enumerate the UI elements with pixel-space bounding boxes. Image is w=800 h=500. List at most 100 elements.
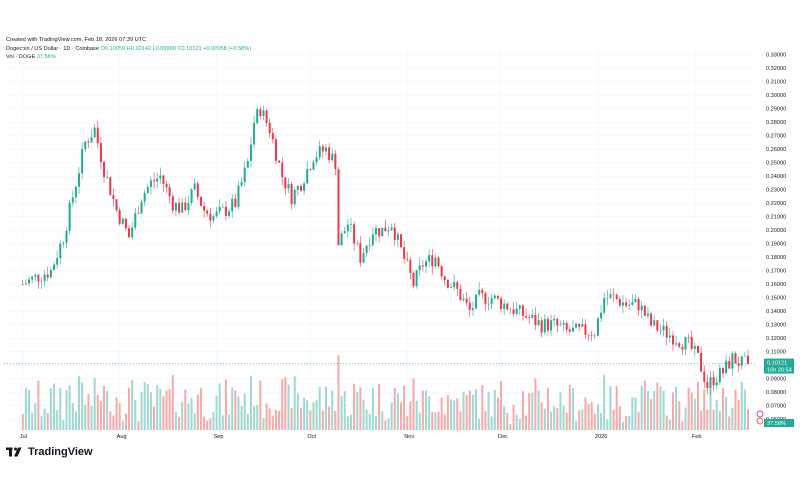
price-tick-label: 0.22000 (766, 201, 786, 207)
candle-body (600, 312, 603, 319)
volume-bar (553, 406, 556, 430)
volume-bar (518, 418, 521, 430)
candle-body (303, 183, 306, 191)
volume-bar (199, 388, 202, 430)
volume-bar (81, 382, 84, 430)
price-tick-label: 0.09000 (766, 377, 786, 383)
candle-body (540, 320, 543, 333)
volume-bar (90, 406, 93, 430)
volume-bar (309, 410, 312, 430)
event-markers[interactable] (756, 410, 764, 425)
candle-body (343, 231, 346, 234)
candle-body (31, 276, 34, 280)
volume-bar (271, 416, 274, 430)
volume-bar (231, 387, 234, 430)
volume-bar (281, 379, 284, 430)
candle-body (434, 257, 437, 267)
volume-bar (193, 413, 196, 430)
candle-body (334, 153, 337, 170)
volume-bar (321, 410, 324, 430)
candle-body (193, 183, 196, 190)
candle-body (640, 305, 643, 311)
volume-bar (274, 409, 277, 430)
candle-body (93, 127, 96, 138)
volume-bar (384, 420, 387, 430)
candle-body (221, 206, 224, 208)
volume-bar (212, 411, 215, 430)
candle-body (571, 327, 574, 332)
candle-body (209, 213, 212, 221)
volume-bar (590, 401, 593, 430)
volume-badge-value: 37.58% (767, 421, 786, 427)
volume-bar (656, 382, 659, 430)
volume-badge-bg (764, 419, 794, 427)
volume-bar (596, 403, 599, 430)
volume-bar (612, 409, 615, 430)
candle-body (118, 210, 121, 224)
candle-body (503, 303, 506, 309)
price-tick-label: 0.14000 (766, 309, 786, 315)
volume-bar (634, 397, 637, 430)
candle-body (331, 153, 334, 161)
candle-body (450, 287, 453, 288)
candle-body (731, 353, 734, 369)
candle-body (696, 345, 699, 353)
candle-body (578, 323, 581, 327)
volume-badge: 37.58% (764, 419, 794, 427)
volume-bar (143, 382, 146, 430)
candle-body (562, 322, 565, 325)
event-marker-icon (756, 417, 764, 425)
time-axis[interactable]: Jul Aug Sep Oct Nov Dec 2026 Feb (20, 434, 702, 440)
volume-bar (290, 408, 293, 430)
candle-body (621, 302, 624, 306)
candle-body (356, 242, 359, 244)
volume-bar (362, 399, 365, 430)
price-axis[interactable]: 0.33000 0.32000 0.31000 0.30000 0.29000 0.280… (766, 53, 786, 423)
candle-body (168, 187, 171, 197)
candle-body (565, 322, 568, 330)
volume-bar (593, 413, 596, 430)
candle-body (246, 160, 249, 168)
price-tick-label: 0.25000 (766, 161, 786, 167)
volume-bar (99, 400, 102, 430)
high-value: H0.10142 (126, 45, 151, 52)
volume-bar (43, 408, 46, 430)
volume-bar (374, 415, 378, 430)
candle-body (456, 282, 459, 289)
volume-bar (118, 403, 121, 430)
time-tick-label: Nov (404, 434, 414, 440)
candle-body (671, 335, 674, 345)
volume-bar (525, 415, 528, 430)
candle-body (43, 274, 46, 281)
candle-body (109, 177, 112, 196)
ohlc-legend: Dogecoin / US Dollar · 1D · Coinbase O0.… (6, 45, 251, 54)
volume-bar (131, 380, 134, 430)
price-tick-label: 0.08000 (766, 390, 786, 396)
volume-bar (737, 400, 740, 430)
candle-body (134, 213, 137, 228)
volume-bar (425, 390, 428, 430)
candle-body (284, 177, 287, 189)
candle-body (609, 294, 612, 299)
volume-bar (521, 391, 524, 430)
branding[interactable]: TradingView (6, 446, 93, 458)
volume-bar (446, 395, 449, 430)
candle-body (553, 318, 556, 321)
volume-bar (690, 392, 693, 430)
candle-body (59, 243, 62, 259)
chart-header: Created with TradingView.com, Feb 18, 20… (6, 36, 251, 62)
candle-body (374, 228, 378, 235)
volume-bar (371, 388, 374, 430)
volume-bar (696, 382, 699, 430)
low-value: L0.09990 (152, 45, 176, 52)
volume-bar (600, 413, 603, 430)
volume-bar (159, 388, 162, 430)
volume-bar (678, 401, 681, 430)
candle-body (631, 302, 634, 305)
candle-body (403, 247, 406, 259)
volume-bar (240, 406, 243, 430)
candle-body (199, 196, 202, 206)
candle-body (743, 355, 746, 357)
candle-body (531, 314, 534, 318)
